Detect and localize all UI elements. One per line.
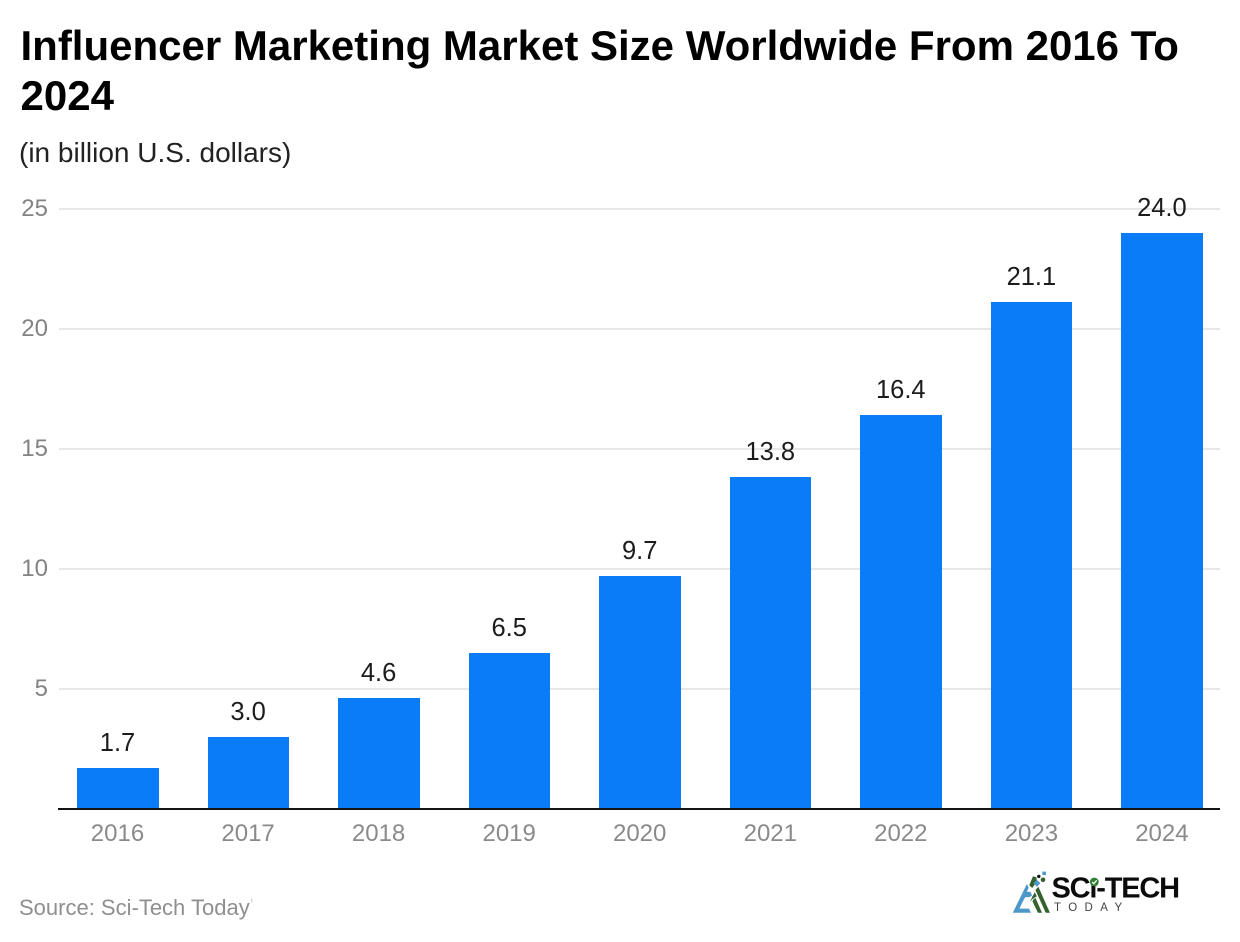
svg-text:TODAY: TODAY (1054, 902, 1130, 914)
svg-text:SCı-TECH: SCı-TECH (1052, 873, 1179, 905)
